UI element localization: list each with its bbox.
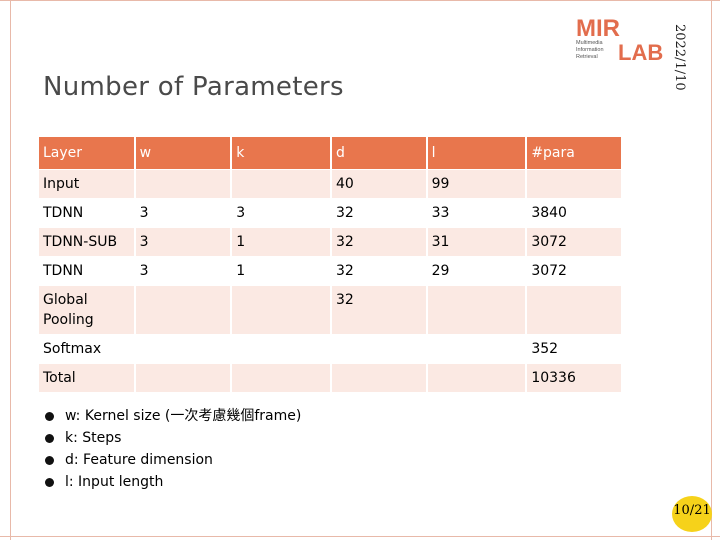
table-cell (427, 286, 526, 334)
table-cell: 33 (427, 199, 526, 227)
list-item: l: Input length (45, 471, 301, 493)
table-cell: 32 (331, 228, 426, 256)
column-header-layer: Layer (39, 137, 134, 169)
table-row: Global Pooling 32 (39, 286, 621, 334)
table-cell (427, 335, 526, 363)
table-row: TDNN 3 1 32 29 3072 (39, 257, 621, 285)
table-cell (427, 364, 526, 392)
page-number-text: 10/21 (673, 503, 711, 518)
table-cell: TDNN-SUB (39, 228, 134, 256)
table-cell: 99 (427, 170, 526, 198)
logo-caption-line: Information (576, 47, 604, 53)
page-number-circle (672, 496, 712, 532)
frame-line-bottom (0, 536, 720, 537)
table-cell: 32 (331, 199, 426, 227)
table-cell: 3 (232, 199, 330, 227)
table-cell (331, 364, 426, 392)
table-row: TDNN 3 3 32 33 3840 (39, 199, 621, 227)
table-cell: 32 (331, 257, 426, 285)
table-cell: 10336 (527, 364, 621, 392)
table-cell (331, 335, 426, 363)
table-cell (135, 364, 231, 392)
list-item: k: Steps (45, 427, 301, 449)
logo-bottom-text: LAB (618, 40, 663, 62)
bullet-icon (45, 433, 54, 443)
table-cell (232, 170, 330, 198)
table-cell (527, 170, 621, 198)
table-cell (135, 170, 231, 198)
table-cell: TDNN (39, 257, 134, 285)
table-cell: 40 (331, 170, 426, 198)
column-header-d: d (331, 137, 426, 169)
table-cell: 3 (135, 199, 231, 227)
table-cell: 3 (135, 257, 231, 285)
column-header-w: w (135, 137, 231, 169)
logo-caption-line: Multimedia (576, 40, 604, 46)
table-cell: 3072 (527, 257, 621, 285)
list-item-text: w: Kernel size (一次考慮幾個frame) (65, 408, 302, 424)
list-item: d: Feature dimension (45, 449, 301, 471)
parameters-table: Layer w k d l #para Input 40 99 TDNN 3 3… (37, 136, 623, 393)
mir-lab-logo: MIR LAB Multimedia Information Retrieval (576, 15, 663, 62)
table-cell (232, 286, 330, 334)
table-header-row: Layer w k d l #para (39, 137, 621, 169)
table-cell: 352 (527, 335, 621, 363)
table-row: Softmax 352 (39, 335, 621, 363)
slide-title: Number of Parameters (43, 72, 344, 102)
table-row: TDNN-SUB 3 1 32 31 3072 (39, 228, 621, 256)
table-cell: 31 (427, 228, 526, 256)
bullet-icon (45, 411, 54, 421)
slide-date: 2022/1/10 (672, 24, 687, 91)
list-item-text: d: Feature dimension (65, 452, 213, 468)
list-item: w: Kernel size (一次考慮幾個frame) (45, 405, 301, 427)
table-cell: Global Pooling (39, 286, 134, 334)
list-item-text: k: Steps (65, 430, 122, 446)
table-cell: 3 (135, 228, 231, 256)
table-row: Total 10336 (39, 364, 621, 392)
table-cell: Input (39, 170, 134, 198)
definitions-list: w: Kernel size (一次考慮幾個frame) k: Steps d:… (45, 405, 301, 493)
list-item-text: l: Input length (65, 474, 164, 490)
column-header-para: #para (527, 137, 621, 169)
table-cell (135, 286, 231, 334)
table-cell: 29 (427, 257, 526, 285)
table-cell: 3072 (527, 228, 621, 256)
column-header-k: k (232, 137, 330, 169)
logo-top-text: MIR (576, 15, 620, 42)
table-cell (527, 286, 621, 334)
table-cell: Softmax (39, 335, 134, 363)
frame-line-left (10, 0, 11, 540)
table-row: Input 40 99 (39, 170, 621, 198)
bullet-icon (45, 477, 54, 487)
frame-line-top (0, 0, 720, 1)
table-cell (232, 335, 330, 363)
table-cell: 3840 (527, 199, 621, 227)
table-cell: TDNN (39, 199, 134, 227)
table-cell: 1 (232, 257, 330, 285)
table-cell: 1 (232, 228, 330, 256)
page-number-badge: 10/21 (670, 496, 714, 532)
bullet-icon (45, 455, 54, 465)
table-cell: Total (39, 364, 134, 392)
table-cell (135, 335, 231, 363)
logo-caption-line: Retrieval (576, 54, 598, 60)
column-header-l: l (427, 137, 526, 169)
table-cell: 32 (331, 286, 426, 334)
table-cell (232, 364, 330, 392)
frame-line-right (711, 0, 712, 540)
